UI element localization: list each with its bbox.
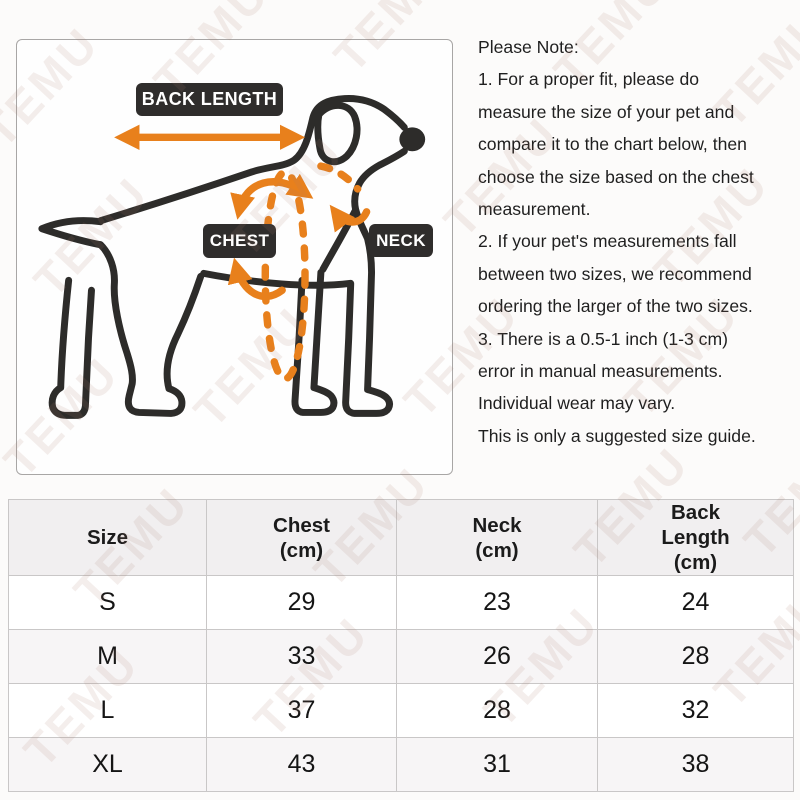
neck-label: NECK xyxy=(369,224,433,257)
table-row: S 29 23 24 xyxy=(8,575,794,630)
column-header-chest: Chest (cm) xyxy=(206,499,397,576)
note-line: ordering the larger of the two sizes. xyxy=(478,296,753,317)
note-line: between two sizes, we recommend xyxy=(478,263,752,284)
note-line: 1. For a proper fit, please do xyxy=(478,69,700,90)
note-line: Please Note: xyxy=(478,37,579,57)
dog-far-hind-leg xyxy=(48,276,95,419)
column-header-back-length: Back Length (cm) xyxy=(597,499,794,576)
size-cell: S xyxy=(8,575,207,630)
back-length-cell: 38 xyxy=(597,737,794,792)
note-line: measure the size of your pet and xyxy=(478,101,735,122)
neck-cell: 26 xyxy=(396,629,598,684)
neck-arrow xyxy=(329,204,371,233)
note-line: compare it to the chart below, then xyxy=(478,134,747,155)
table-row: XL 43 31 38 xyxy=(8,737,794,792)
size-cell: XL xyxy=(8,737,207,792)
chest-cell: 37 xyxy=(206,683,397,738)
back-length-label: BACK LENGTH xyxy=(136,83,283,116)
note-line: 2. If your pet's measurements fall xyxy=(478,231,737,252)
dog-tail xyxy=(38,217,104,249)
note-line: 3. There is a 0.5-1 inch (1-3 cm) xyxy=(478,328,728,349)
column-header-neck: Neck (cm) xyxy=(396,499,598,576)
note-line: This is only a suggested size guide. xyxy=(478,425,756,446)
note-line: choose the size based on the chest xyxy=(478,166,754,187)
dog-outline xyxy=(38,95,426,419)
chest-cell: 43 xyxy=(206,737,397,792)
size-cell: M xyxy=(8,629,207,684)
dog-far-front-leg xyxy=(291,268,338,416)
note-line: measurement. xyxy=(478,199,591,220)
column-header-size: Size xyxy=(8,499,207,576)
chest-lower-arrow xyxy=(227,257,286,300)
back-length-cell: 28 xyxy=(597,629,794,684)
dog-nose xyxy=(399,127,426,152)
dog-illustration xyxy=(38,95,426,419)
chest-cell: 33 xyxy=(206,629,397,684)
note-line: error in manual measurements. xyxy=(478,361,723,382)
chest-cell: 29 xyxy=(206,575,397,630)
neck-dashed-line xyxy=(317,162,362,193)
neck-cell: 28 xyxy=(396,683,598,738)
neck-cell: 31 xyxy=(396,737,598,792)
dog-hind-leg xyxy=(96,241,205,417)
chest-label: CHEST xyxy=(203,224,276,258)
chest-upper-arrow xyxy=(230,173,314,220)
size-chart-table: Size Chest (cm) Neck (cm) Back Length (c… xyxy=(8,499,794,792)
table-row: M 33 26 28 xyxy=(8,629,794,684)
back-length-cell: 32 xyxy=(597,683,794,738)
back-length-cell: 24 xyxy=(597,575,794,630)
dog-ear xyxy=(314,101,361,166)
note-text: Please Note: 1. For a proper fit, please… xyxy=(478,31,756,452)
dog-back-and-head xyxy=(96,95,408,225)
neck-cell: 23 xyxy=(396,575,598,630)
dog-belly xyxy=(200,269,355,289)
size-cell: L xyxy=(8,683,207,738)
measurement-marks xyxy=(114,124,371,383)
table-header-row: Size Chest (cm) Neck (cm) Back Length (c… xyxy=(8,499,794,576)
dog-jaw-and-front-leg xyxy=(342,147,408,417)
note-line: Individual wear may vary. xyxy=(478,393,676,414)
dog-measurement-diagram: BACK LENGTH CHEST NECK xyxy=(16,39,453,475)
table-row: L 37 28 32 xyxy=(8,683,794,738)
chest-girth-dashed-ellipse xyxy=(261,168,309,383)
